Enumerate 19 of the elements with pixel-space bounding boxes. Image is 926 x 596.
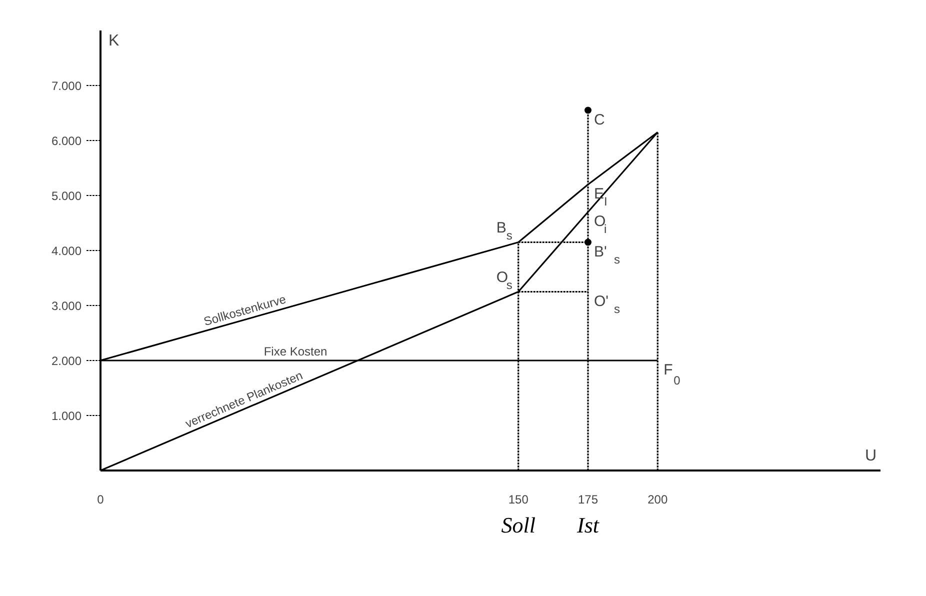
y-axis-title: K [108,32,120,50]
annotation: O's [594,292,620,316]
text: Ist [576,512,600,538]
x-tick-label: 175 [578,492,598,506]
y-tick-label: 5.000 [51,189,82,203]
annotation: B's [594,243,620,266]
y-tick-label: 3.000 [51,299,82,313]
annotation: C [594,111,605,128]
x-tick-label: 150 [508,492,529,506]
y-tick-label: 2.000 [51,354,82,368]
y-tick-label: 1.000 [51,409,82,423]
y-tick-label: 4.000 [51,244,82,258]
y-tick-label: 7.000 [51,79,82,93]
y-tick-label: 6.000 [51,134,82,148]
x-axis-title: U [864,448,877,464]
text: Soll [501,512,536,538]
series-label: Fixe Kosten [264,344,328,358]
x-tick-label: 200 [648,492,668,506]
x-tick-label: 0 [97,492,104,506]
